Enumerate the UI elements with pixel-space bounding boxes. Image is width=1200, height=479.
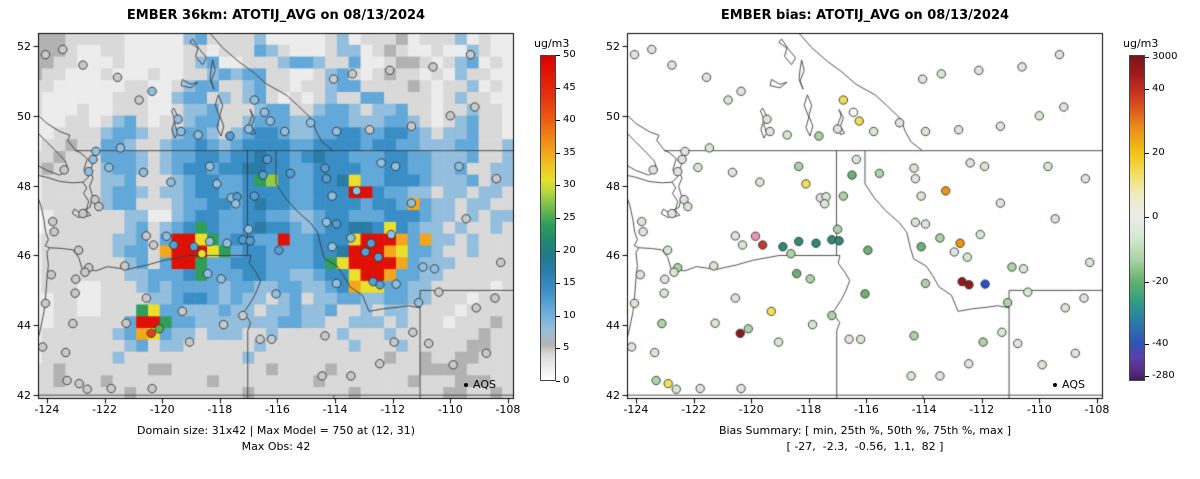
- right-colorbar: [1129, 55, 1145, 381]
- colorbar-tick-mark: [1145, 343, 1149, 345]
- colorbar-tick-mark: [556, 218, 560, 219]
- x-tick-label: -112: [380, 403, 406, 416]
- colorbar-tick-mark: [1145, 89, 1149, 91]
- colorbar-tick-label: 0: [1152, 211, 1159, 223]
- colorbar-tick-mark: [1145, 376, 1149, 378]
- right-colorbar-title: ug/m3: [1123, 37, 1159, 50]
- colorbar-tick-mark: [1145, 56, 1149, 58]
- colorbar-tick-label: 35: [563, 146, 576, 158]
- colorbar-tick-mark: [1145, 281, 1149, 283]
- colorbar-tick-label: 30: [563, 179, 576, 191]
- y-tick-label: 50: [17, 109, 31, 123]
- y-tick-label: 42: [606, 389, 620, 403]
- aqs-legend-dot: [1053, 382, 1057, 387]
- aqs-legend-label: AQS: [473, 378, 496, 391]
- colorbar-tick-mark: [556, 152, 560, 154]
- colorbar-tick-label: 20: [1152, 146, 1165, 158]
- colorbar-tick-label: 20: [563, 244, 576, 256]
- colorbar-tick-label: 5: [563, 342, 570, 354]
- right-caption-line1: Bias Summary: [ min, 25th %, 50th %, 75t…: [718, 424, 1012, 437]
- x-tick-label: -110: [1026, 403, 1052, 416]
- colorbar-tick-mark: [1145, 217, 1149, 219]
- right-panel-title: EMBER bias: ATOTIJ_AVG on 08/13/2024: [720, 8, 1010, 23]
- colorbar-tick-label: 40: [563, 114, 576, 126]
- colorbar-tick-mark: [556, 120, 560, 122]
- x-tick-label: -120: [738, 403, 764, 416]
- x-tick-label: -110: [437, 403, 463, 416]
- colorbar-tick-mark: [556, 348, 560, 350]
- left-panel-title: EMBER 36km: ATOTIJ_AVG on 08/13/2024: [126, 8, 426, 23]
- x-tick-label: -114: [322, 403, 348, 416]
- colorbar-tick-label: -40: [1152, 337, 1169, 349]
- colorbar-tick-label: 45: [563, 81, 576, 93]
- y-tick-label: 46: [606, 249, 620, 263]
- left-caption-line1: Domain size: 31x42 | Max Model = 750 at …: [136, 424, 416, 437]
- right-caption-line2: [ -27, -2.3, -0.56, 1.1, 82 ]: [786, 440, 944, 453]
- y-tick-label: 44: [606, 319, 620, 333]
- colorbar-tick-label: 0: [563, 375, 570, 386]
- y-tick-label: 44: [17, 319, 31, 333]
- aqs-legend-label: AQS: [1062, 378, 1085, 391]
- colorbar-tick-label: 10: [563, 309, 576, 321]
- x-tick-label: -108: [495, 403, 521, 416]
- x-tick-label: -122: [92, 403, 118, 416]
- colorbar-tick-label: 25: [563, 212, 576, 223]
- x-tick-label: -116: [853, 403, 879, 416]
- y-tick-label: 48: [606, 179, 620, 193]
- right-aqs-legend: AQS: [1053, 378, 1085, 391]
- colorbar-tick-label: 15: [563, 277, 576, 289]
- colorbar-tick-mark: [556, 315, 560, 317]
- x-tick-label: -118: [207, 403, 233, 416]
- x-tick-label: -114: [911, 403, 937, 416]
- x-tick-label: -124: [34, 403, 60, 416]
- colorbar-tick-mark: [556, 381, 560, 382]
- x-tick-label: -124: [623, 403, 649, 416]
- y-tick-label: 50: [606, 109, 620, 123]
- colorbar-tick-mark: [1145, 152, 1149, 154]
- y-tick-label: 48: [17, 179, 31, 193]
- x-tick-label: -112: [969, 403, 995, 416]
- x-tick-label: -108: [1084, 403, 1110, 416]
- x-tick-label: -118: [796, 403, 822, 416]
- y-tick-label: 52: [17, 39, 31, 53]
- x-tick-label: -116: [264, 403, 290, 416]
- y-tick-label: 42: [17, 389, 31, 403]
- left-aqs-legend: AQS: [464, 378, 496, 391]
- left-colorbar: [540, 55, 556, 381]
- colorbar-tick-mark: [556, 185, 560, 187]
- colorbar-tick-mark: [556, 87, 560, 89]
- colorbar-tick-label: 3000: [1152, 50, 1178, 62]
- colorbar-tick-mark: [556, 250, 560, 252]
- y-tick-label: 52: [606, 39, 620, 53]
- left-colorbar-title: ug/m3: [534, 37, 570, 50]
- x-tick-label: -122: [681, 403, 707, 416]
- left-caption-line2: Max Obs: 42: [241, 440, 311, 453]
- colorbar-tick-label: 40: [1152, 83, 1165, 95]
- aqs-legend-dot: [464, 382, 468, 387]
- x-tick-label: -120: [149, 403, 175, 416]
- colorbar-tick-mark: [556, 283, 560, 285]
- colorbar-tick-label: -20: [1152, 275, 1169, 287]
- colorbar-tick-label: 50: [563, 49, 576, 60]
- y-tick-label: 46: [17, 249, 31, 263]
- colorbar-tick-mark: [556, 55, 560, 56]
- colorbar-tick-label: -280: [1152, 370, 1175, 382]
